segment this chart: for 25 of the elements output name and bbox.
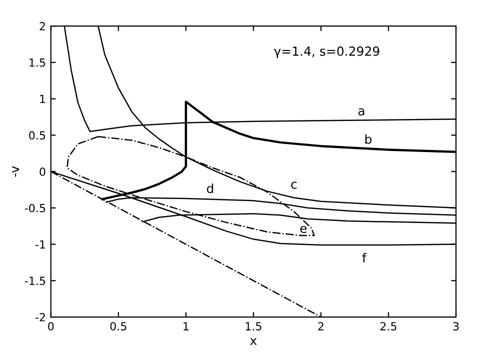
y-tick-label: -1 [35,240,45,248]
y-tick-label: 2 [40,22,45,30]
x-tick-label: 1 [184,322,188,330]
y-tick-label: -1.5 [24,276,46,286]
x-tick-label: 0.5 [110,322,126,330]
y-tick-label: -2 [35,312,45,322]
x-tick-label: 3 [453,322,459,330]
x-axis-title: x [250,338,257,345]
series-label: c [291,182,297,189]
series-label: f [362,252,367,262]
series-label: b [365,134,372,144]
y-tick-label: 0.5 [29,131,46,140]
series-label: a [358,108,364,116]
series-label: d [206,183,214,194]
y-tick-label: -0.5 [24,204,46,212]
x-tick-label: 0 [48,322,54,330]
x-tick-label: 2 [318,322,324,330]
x-tick-label: 2.5 [380,322,396,330]
y-tick-label: 0 [40,168,46,176]
y-axis-title: -v [12,166,19,177]
annotation: γ=1.4, s=0.2929 [274,46,380,58]
series-label: e [300,226,307,234]
y-tick-label: 1.5 [30,58,46,67]
y-tick-label: 1 [40,94,45,104]
x-tick-label: 1.5 [246,322,262,330]
